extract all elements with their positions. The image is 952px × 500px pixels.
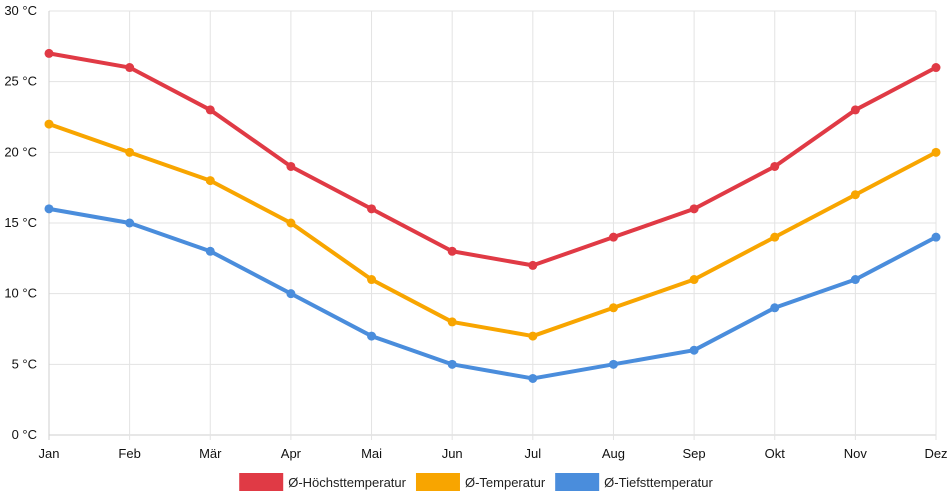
data-point[interactable] <box>689 345 699 355</box>
y-tick-label: 30 °C <box>4 3 37 18</box>
x-tick-label: Feb <box>118 446 140 461</box>
data-point[interactable] <box>931 147 941 157</box>
data-point[interactable] <box>689 275 699 285</box>
data-point[interactable] <box>689 204 699 214</box>
data-point[interactable] <box>205 176 215 186</box>
x-tick-label: Jun <box>442 446 463 461</box>
data-point[interactable] <box>528 373 538 383</box>
data-point[interactable] <box>125 218 135 228</box>
series-line <box>47 51 938 268</box>
data-point[interactable] <box>931 63 941 73</box>
data-point[interactable] <box>770 161 780 171</box>
y-tick-label: 25 °C <box>4 74 37 89</box>
x-tick-label: Mai <box>361 446 382 461</box>
data-point[interactable] <box>125 63 135 73</box>
y-tick-label: 0 °C <box>12 427 37 442</box>
y-tick-label: 20 °C <box>4 144 37 159</box>
x-tick-label: Apr <box>281 446 302 461</box>
data-point[interactable] <box>770 232 780 242</box>
x-tick-label: Mär <box>199 446 222 461</box>
legend-item-1[interactable]: Ø-Höchsttemperatur <box>239 473 407 491</box>
data-point[interactable] <box>44 48 54 58</box>
grid <box>48 10 937 440</box>
x-tick-label: Aug <box>602 446 625 461</box>
x-tick-label: Sep <box>683 446 706 461</box>
series-2 <box>44 119 941 341</box>
x-tick-label: Jan <box>39 446 60 461</box>
data-point[interactable] <box>447 359 457 369</box>
series-line <box>47 122 938 339</box>
x-tick-label: Jul <box>525 446 542 461</box>
legend-swatch <box>239 473 284 491</box>
data-point[interactable] <box>205 246 215 256</box>
data-point[interactable] <box>44 119 54 129</box>
x-tick-label: Okt <box>765 446 786 461</box>
legend-swatch <box>415 473 460 491</box>
series-lines <box>44 48 941 383</box>
data-point[interactable] <box>447 246 457 256</box>
legend[interactable]: Ø-Höchsttemperatur Ø-Temperatur Ø-Tiefstte… <box>239 473 713 491</box>
data-point[interactable] <box>44 204 54 214</box>
data-point[interactable] <box>608 303 618 313</box>
legend-label: Ø-Höchsttemperatur <box>288 475 406 490</box>
data-point[interactable] <box>528 331 538 341</box>
legend-label: Ø-Tiefsttemperatur <box>604 475 713 490</box>
y-tick-label: 10 °C <box>4 286 37 301</box>
legend-swatch <box>555 473 600 491</box>
series-1 <box>44 48 941 270</box>
data-point[interactable] <box>286 218 296 228</box>
y-tick-label: 5 °C <box>12 356 37 371</box>
data-point[interactable] <box>608 359 618 369</box>
data-point[interactable] <box>447 317 457 327</box>
series-3 <box>44 204 941 383</box>
data-point[interactable] <box>286 289 296 299</box>
series-line <box>47 206 938 381</box>
data-point[interactable] <box>608 232 618 242</box>
data-point[interactable] <box>367 204 377 214</box>
data-point[interactable] <box>770 303 780 313</box>
data-point[interactable] <box>125 147 135 157</box>
x-tick-label: Dez <box>924 446 947 461</box>
legend-item-3[interactable]: Ø-Tiefsttemperatur <box>555 473 713 491</box>
data-point[interactable] <box>850 190 860 200</box>
data-point[interactable] <box>205 105 215 115</box>
data-point[interactable] <box>850 275 860 285</box>
data-point[interactable] <box>528 260 538 270</box>
data-point[interactable] <box>367 331 377 341</box>
data-point[interactable] <box>286 161 296 171</box>
data-point[interactable] <box>931 232 941 242</box>
axes: 0 °C 5 °C 10 °C 15 °C 20 °C 25 °C 30 °C Jan Feb M… <box>4 3 947 461</box>
legend-label: Ø-Temperatur <box>465 475 546 490</box>
data-point[interactable] <box>367 275 377 285</box>
data-point[interactable] <box>850 105 860 115</box>
legend-item-2[interactable]: Ø-Temperatur <box>415 473 546 491</box>
x-tick-label: Nov <box>844 446 868 461</box>
y-tick-label: 15 °C <box>4 215 37 230</box>
